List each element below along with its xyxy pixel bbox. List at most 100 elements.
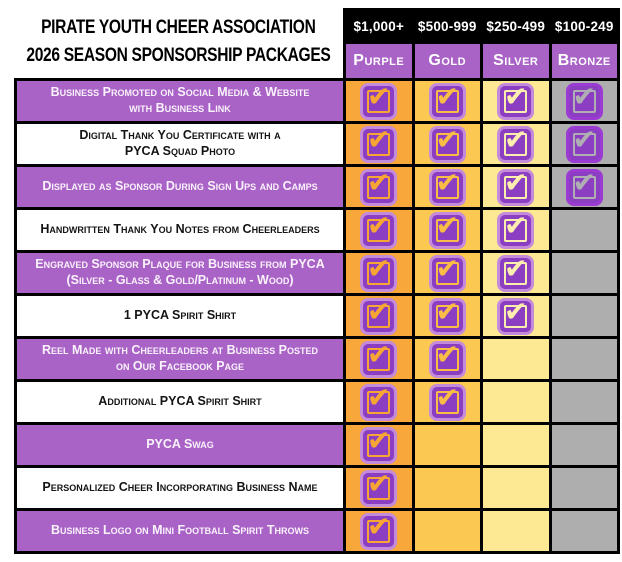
checked-checkbox-icon: ✔: [500, 209, 532, 246]
check-cell-bronze: ✔: [551, 123, 617, 164]
benefit-label-digital-thank-you-certificate-with-a: Digital Thank You Certificate with a PYC…: [17, 124, 343, 164]
check-cell-bronze: [551, 253, 617, 293]
check-cell-gold: [414, 468, 480, 508]
check-icon: ✔: [435, 380, 459, 414]
tier-name-bronze: Bronze: [551, 44, 617, 78]
checked-checkbox-icon: ✔: [500, 252, 532, 289]
check-cell-purple: ✔: [346, 338, 412, 379]
title-block: PIRATE YOUTH CHEER ASSOCIATION 2026 SEAS…: [14, 8, 343, 78]
benefit-label-business-logo-on-mini-football-spirit-th: Business Logo on Mini Football Spirit Th…: [17, 511, 343, 551]
check-cell-silver: [483, 425, 549, 465]
checked-checkbox-icon: ✔: [568, 166, 600, 203]
check-cell-gold: ✔: [414, 166, 480, 207]
check-cell-silver: ✔: [483, 80, 549, 121]
check-icon: ✔: [367, 122, 391, 156]
benefit-label-business-promoted-on-social-media-websit: Business Promoted on Social Media & Webs…: [17, 81, 343, 121]
checked-checkbox-icon: ✔: [500, 123, 532, 160]
check-cell-bronze: ✔: [551, 166, 617, 207]
benefit-label-1-pyca-spirit-shirt: 1 PYCA Spirit Shirt: [17, 296, 343, 336]
benefit-label-displayed-as-sponsor-during-sign-ups-and: Displayed as Sponsor During Sign Ups and…: [17, 167, 343, 207]
check-cell-purple: ✔: [346, 294, 412, 336]
check-icon: ✔: [504, 122, 528, 156]
check-cell-bronze: [551, 425, 617, 465]
page-title: PIRATE YOUTH CHEER ASSOCIATION: [41, 16, 316, 38]
checked-checkbox-icon: ✔: [363, 80, 395, 117]
checked-checkbox-icon: ✔: [363, 252, 395, 289]
check-icon: ✔: [435, 165, 459, 199]
check-cell-purple: ✔: [346, 209, 412, 250]
check-icon: ✔: [367, 165, 391, 199]
check-icon: ✔: [572, 122, 596, 156]
check-cell-purple: ✔: [346, 467, 412, 508]
checked-checkbox-icon: ✔: [568, 80, 600, 117]
checked-checkbox-icon: ✔: [431, 166, 463, 203]
check-icon: ✔: [435, 337, 459, 371]
check-icon: ✔: [435, 251, 459, 285]
checked-checkbox-icon: ✔: [500, 166, 532, 203]
benefit-label-additional-pyca-spirit-shirt: Additional PYCA Spirit Shirt: [17, 382, 343, 422]
page-subtitle: 2026 SEASON SPONSORSHIP PACKAGES: [26, 45, 331, 67]
check-icon: ✔: [435, 122, 459, 156]
tier-name-purple: Purple: [346, 44, 412, 78]
tier-name-gold: Gold: [414, 44, 480, 78]
check-cell-gold: ✔: [414, 122, 480, 164]
check-cell-purple: ✔: [346, 166, 412, 207]
check-cell-silver: [483, 339, 549, 379]
check-icon: ✔: [367, 423, 391, 457]
check-cell-bronze: [551, 296, 617, 336]
checked-checkbox-icon: ✔: [363, 166, 395, 203]
check-cell-purple: ✔: [346, 510, 412, 551]
tier-price-purple: $1,000+: [346, 11, 412, 41]
check-cell-purple: ✔: [346, 122, 412, 164]
check-icon: ✔: [435, 294, 459, 328]
check-icon: ✔: [504, 165, 528, 199]
check-cell-gold: ✔: [414, 381, 480, 422]
benefit-label-personalized-cheer-incorporating-busines: Personalized Cheer Incorporating Busines…: [17, 468, 343, 508]
check-cell-gold: ✔: [414, 209, 480, 250]
checked-checkbox-icon: ✔: [363, 209, 395, 246]
benefit-label-pyca-swag: PYCA Swag: [17, 425, 343, 465]
check-icon: ✔: [572, 165, 596, 199]
check-icon: ✔: [504, 79, 528, 113]
check-cell-gold: ✔: [414, 252, 480, 293]
checked-checkbox-icon: ✔: [363, 381, 395, 418]
check-icon: ✔: [504, 294, 528, 328]
check-cell-silver: ✔: [483, 294, 549, 336]
checked-checkbox-icon: ✔: [431, 80, 463, 117]
checked-checkbox-icon: ✔: [500, 80, 532, 117]
check-cell-bronze: [551, 511, 617, 551]
check-icon: ✔: [367, 466, 391, 500]
check-cell-bronze: [551, 382, 617, 422]
check-cell-silver: [483, 468, 549, 508]
tier-price-bronze: $100-249: [551, 11, 617, 41]
check-icon: ✔: [367, 208, 391, 242]
check-cell-bronze: ✔: [551, 80, 617, 121]
checked-checkbox-icon: ✔: [431, 209, 463, 246]
check-icon: ✔: [572, 79, 596, 113]
check-cell-silver: [483, 511, 549, 551]
check-cell-gold: ✔: [414, 294, 480, 336]
check-icon: ✔: [367, 380, 391, 414]
check-cell-gold: [414, 425, 480, 465]
check-cell-purple: ✔: [346, 424, 412, 465]
check-cell-bronze: [551, 468, 617, 508]
checked-checkbox-icon: ✔: [431, 381, 463, 418]
check-icon: ✔: [367, 294, 391, 328]
check-icon: ✔: [504, 251, 528, 285]
checked-checkbox-icon: ✔: [363, 424, 395, 461]
checked-checkbox-icon: ✔: [363, 467, 395, 504]
checked-checkbox-icon: ✔: [431, 252, 463, 289]
checked-checkbox-icon: ✔: [363, 510, 395, 547]
check-icon: ✔: [504, 208, 528, 242]
sponsorship-table: PIRATE YOUTH CHEER ASSOCIATION 2026 SEAS…: [14, 8, 620, 554]
checked-checkbox-icon: ✔: [568, 123, 600, 160]
check-cell-purple: ✔: [346, 381, 412, 422]
benefit-label-engraved-sponsor-plaque-for-business-fro: Engraved Sponsor Plaque for Business fro…: [17, 253, 343, 293]
check-cell-gold: ✔: [414, 337, 480, 379]
benefit-label-handwritten-thank-you-notes-from-cheerle: Handwritten Thank You Notes from Cheerle…: [17, 210, 343, 250]
tier-price-gold: $500-999: [414, 11, 480, 41]
check-icon: ✔: [435, 208, 459, 242]
check-cell-silver: ✔: [483, 209, 549, 250]
checked-checkbox-icon: ✔: [363, 338, 395, 375]
